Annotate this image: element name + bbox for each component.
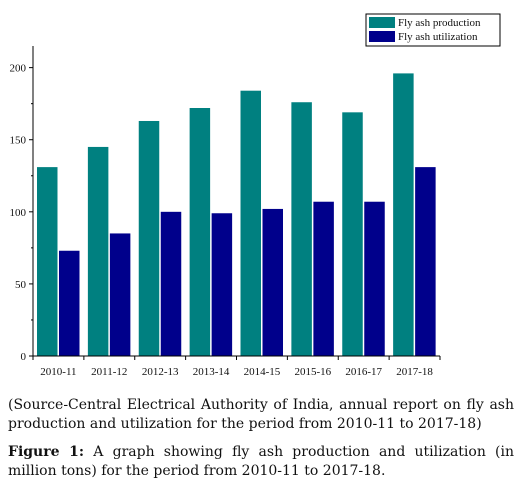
legend: Fly ash production Fly ash utilization xyxy=(365,13,501,47)
bar-production-2014-15 xyxy=(240,90,261,356)
legend-swatch xyxy=(369,17,395,28)
bar-production-2015-16 xyxy=(291,102,312,356)
bar-utilization-2015-16 xyxy=(313,201,334,356)
legend-swatch xyxy=(369,31,395,42)
bar-production-2010-11 xyxy=(37,167,58,356)
x-tick-label: 2014-15 xyxy=(244,366,281,378)
bar-production-2017-18 xyxy=(393,73,414,356)
caption-label: Figure 1: xyxy=(8,444,85,460)
bar-utilization-2012-13 xyxy=(160,211,182,356)
caption-text: A graph showing fly ash production and u… xyxy=(8,444,515,479)
bar-utilization-2013-14 xyxy=(211,213,233,356)
x-tick-label: 2017-18 xyxy=(396,366,433,378)
y-tick-label: 50 xyxy=(15,279,27,291)
y-tick-label: 200 xyxy=(10,63,27,75)
y-ticks: 0 50 100 150 200 xyxy=(10,63,33,363)
y-tick-label: 150 xyxy=(10,135,27,147)
x-ticks: 2010-11 2011-12 2012-13 2013-14 2014-15 2015-… xyxy=(32,356,441,378)
x-tick-label: 2012-13 xyxy=(142,366,179,378)
bar-utilization-2017-18 xyxy=(415,167,436,356)
bar-utilization-2014-15 xyxy=(262,208,283,356)
x-tick-label: 2011-12 xyxy=(91,366,127,378)
legend-label: Fly ash utilization xyxy=(398,31,478,43)
x-tick-label: 2013-14 xyxy=(193,366,230,378)
bar-production-2016-17 xyxy=(342,112,363,356)
bar-utilization-2010-11 xyxy=(59,250,80,356)
y-tick-label: 0 xyxy=(21,351,27,363)
x-tick-label: 2010-11 xyxy=(40,366,76,378)
source-note: (Source-Central Electrical Authority of … xyxy=(8,397,514,432)
bar-production-2013-14 xyxy=(189,108,211,356)
bar-production-2012-13 xyxy=(138,120,160,356)
bar-chart: 0 50 100 150 200 2010-11 2011-12 2012-13 2013-1… xyxy=(10,13,501,378)
bar-utilization-2016-17 xyxy=(364,201,385,356)
x-tick-label: 2015-16 xyxy=(294,366,331,378)
y-tick-label: 100 xyxy=(10,207,27,219)
x-tick-label: 2016-17 xyxy=(345,366,382,378)
bar-production-2011-12 xyxy=(87,146,109,356)
figure-caption: Figure 1: A graph showing fly ash produc… xyxy=(8,443,514,481)
bars-group xyxy=(37,73,436,356)
bar-utilization-2011-12 xyxy=(109,233,131,356)
legend-label: Fly ash production xyxy=(398,17,481,29)
